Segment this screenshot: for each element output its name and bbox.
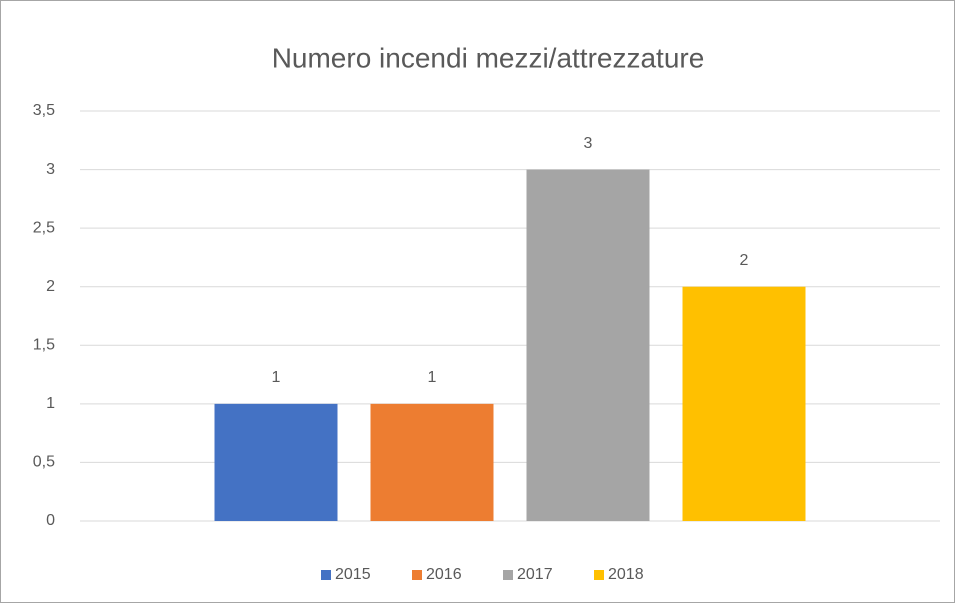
y-tick-label: 0,5 [33, 454, 55, 471]
y-tick-label: 2,5 [33, 219, 55, 236]
bar [682, 286, 806, 521]
y-tick-label: 2 [46, 278, 55, 295]
data-label: 1 [428, 369, 437, 386]
chart-title: Numero incendi mezzi/attrezzature [272, 42, 705, 73]
y-tick-label: 1,5 [33, 337, 55, 354]
legend-label: 2017 [517, 566, 553, 583]
bar [370, 403, 494, 521]
data-label: 2 [740, 252, 749, 269]
y-tick-label: 0 [46, 512, 55, 529]
y-tick-label: 1 [46, 395, 55, 412]
legend-label: 2015 [335, 566, 371, 583]
legend-swatch [503, 570, 513, 580]
legend-label: 2016 [426, 566, 462, 583]
bar [526, 169, 650, 522]
bar [214, 403, 338, 521]
legend-swatch [412, 570, 422, 580]
data-label: 1 [272, 369, 281, 386]
y-tick-label: 3 [46, 161, 55, 178]
data-label: 3 [584, 135, 593, 152]
legend-swatch [594, 570, 604, 580]
y-tick-label: 3,5 [33, 102, 55, 119]
legend-label: 2018 [608, 566, 644, 583]
legend-swatch [321, 570, 331, 580]
